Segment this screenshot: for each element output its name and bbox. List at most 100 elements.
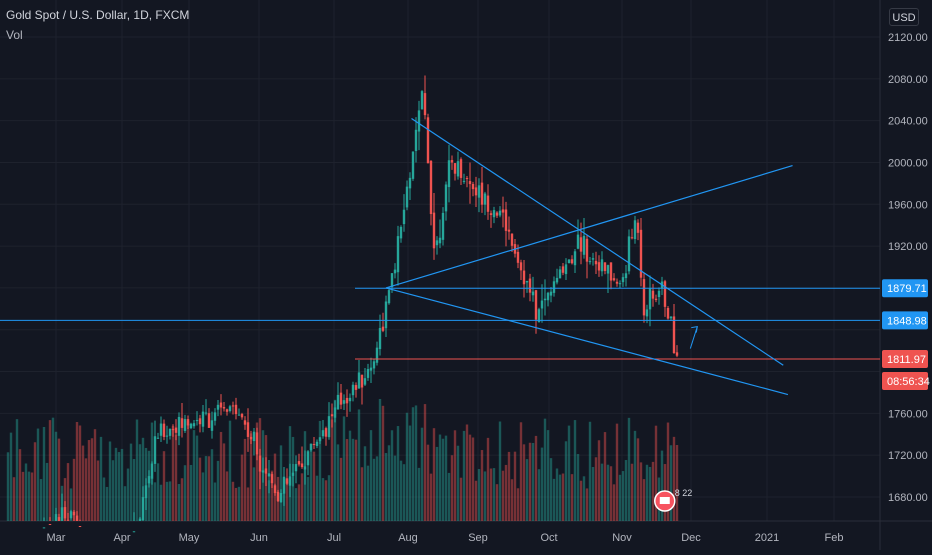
price-tick-label: 2120.00 xyxy=(888,32,928,44)
volume-bar xyxy=(357,409,361,521)
volume-bar xyxy=(621,471,625,521)
candle-body xyxy=(312,444,316,446)
candle-body xyxy=(537,309,541,322)
candle-body xyxy=(600,259,604,272)
candle-body xyxy=(300,463,304,468)
candle-body xyxy=(534,290,538,320)
volume-bar xyxy=(618,474,622,521)
volume-bar xyxy=(402,464,406,521)
volume-bar xyxy=(498,421,502,521)
candle-body xyxy=(60,507,64,521)
candle-body xyxy=(141,497,145,521)
volume-bar xyxy=(138,444,142,521)
candle-body xyxy=(651,290,655,299)
price-tick-label: 1760.00 xyxy=(888,408,928,420)
event-flag-icon-inner xyxy=(659,497,670,504)
volume-bar xyxy=(555,468,559,521)
candle-body xyxy=(189,423,193,429)
volume-bar xyxy=(630,463,634,521)
volume-bar xyxy=(225,471,229,521)
candle-body xyxy=(327,416,331,438)
volume-bar xyxy=(297,484,301,521)
candle-body xyxy=(426,117,430,164)
candle-body xyxy=(315,441,319,446)
volume-bar xyxy=(162,451,166,521)
volume-bar xyxy=(642,479,646,521)
candle-body xyxy=(639,229,643,278)
candle-body xyxy=(408,177,412,189)
candle-body xyxy=(339,392,343,405)
candle-body xyxy=(573,251,577,266)
volume-bar xyxy=(645,464,649,521)
candle-body xyxy=(267,473,271,477)
price-tag xyxy=(882,311,928,330)
candle-body xyxy=(177,416,181,436)
price-tick-label: 2080.00 xyxy=(888,74,928,86)
volume-bar xyxy=(411,407,415,521)
volume-bar xyxy=(363,446,367,521)
volume-bar xyxy=(525,459,529,521)
candle-body xyxy=(144,485,148,499)
volume-bar xyxy=(72,458,76,521)
volume-bar xyxy=(369,430,373,521)
candle-body xyxy=(249,436,253,440)
volume-bar xyxy=(543,418,547,521)
candle-body xyxy=(372,361,376,369)
volume-bar xyxy=(21,471,25,521)
candle-body xyxy=(528,278,532,293)
candle-body xyxy=(558,269,562,279)
candle-body xyxy=(357,372,361,389)
volume-bar xyxy=(633,430,637,521)
volume-bar xyxy=(423,404,427,521)
candle-body xyxy=(318,437,322,442)
volume-bar xyxy=(111,460,115,521)
month-label: Feb xyxy=(825,532,844,544)
volume-bar xyxy=(492,468,496,521)
price-tick-label: 2000.00 xyxy=(888,157,928,169)
candle-body xyxy=(63,507,67,519)
volume-bar xyxy=(234,487,238,521)
candle-body xyxy=(363,378,367,385)
candle-body xyxy=(462,180,466,182)
month-label: Oct xyxy=(540,532,557,544)
volume-bar xyxy=(237,486,241,521)
candle-body xyxy=(468,181,472,185)
volume-bar xyxy=(408,425,412,521)
candle-body xyxy=(288,476,292,486)
currency-button[interactable]: USD xyxy=(889,8,919,26)
candle-body xyxy=(378,327,382,350)
candle-body xyxy=(240,413,244,418)
volume-bar xyxy=(108,441,112,521)
volume-bar xyxy=(312,451,316,521)
candle-body xyxy=(204,412,208,414)
candle-body xyxy=(381,326,385,331)
volume-bar xyxy=(576,454,580,521)
candle-body xyxy=(294,464,298,472)
volume-bar xyxy=(195,435,199,521)
candle-body xyxy=(78,526,82,528)
candle-body xyxy=(402,209,406,225)
price-tick-label: 1680.00 xyxy=(888,492,928,504)
candle-body xyxy=(663,281,667,307)
candle-body xyxy=(627,236,631,272)
candle-body xyxy=(195,420,199,422)
volume-bar xyxy=(342,416,346,521)
volume-bar xyxy=(564,441,568,521)
candle-body xyxy=(42,527,46,529)
candle-body xyxy=(360,374,364,388)
candle-body xyxy=(54,514,58,521)
volume-bar xyxy=(414,405,418,521)
candle-body xyxy=(474,187,478,196)
volume-bar xyxy=(216,460,220,521)
price-tag xyxy=(882,279,928,298)
candle-body xyxy=(171,429,175,431)
volume-bar xyxy=(186,421,190,521)
volume-bar xyxy=(315,475,319,521)
candle-body xyxy=(342,400,346,404)
volume-bar xyxy=(81,445,85,521)
month-label: 2021 xyxy=(755,532,779,544)
candle-body xyxy=(489,213,493,215)
volume-bar xyxy=(639,462,643,521)
